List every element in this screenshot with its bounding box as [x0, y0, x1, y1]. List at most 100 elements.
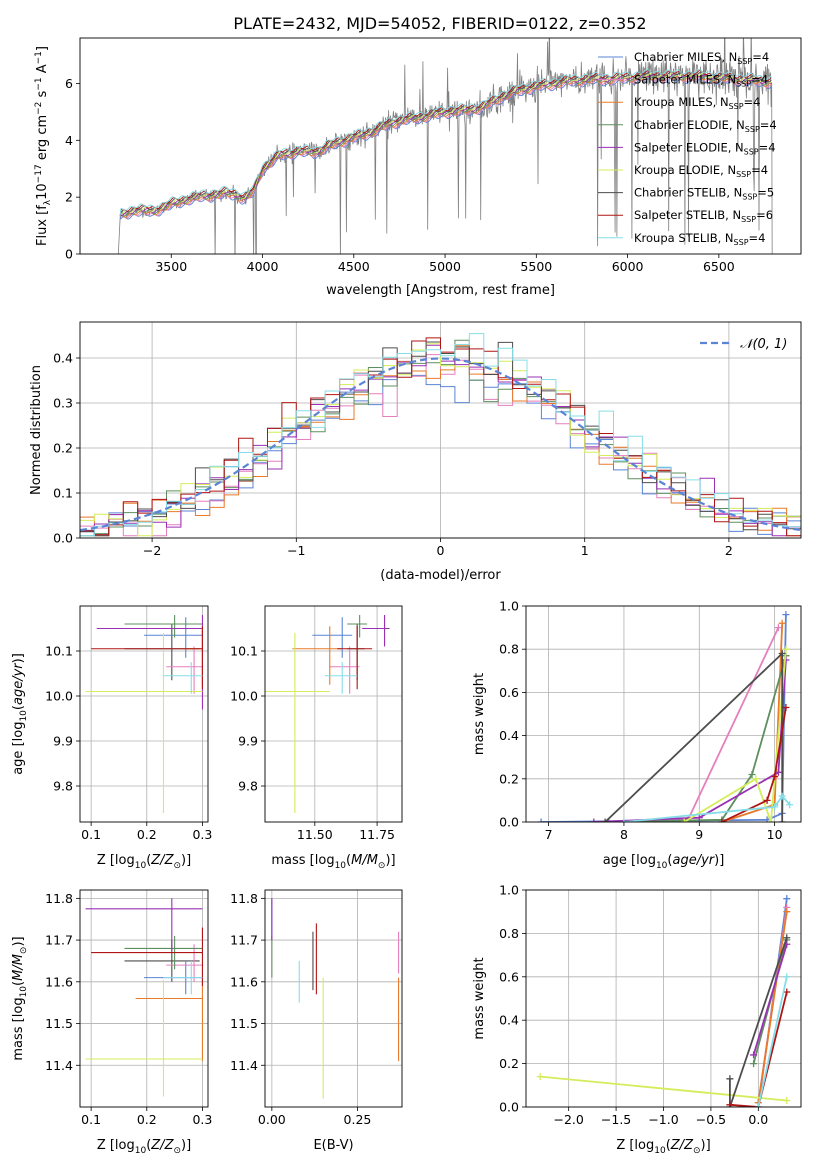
legend-subscript: SSP — [729, 102, 744, 111]
y-tick-label: 11.7 — [45, 933, 73, 948]
legend-text: Kroupa MILES, N — [634, 95, 729, 109]
label-part: )] — [11, 653, 26, 663]
y-tick-label: 10.1 — [230, 644, 258, 659]
weight-marker — [590, 818, 598, 822]
label-part: 10 — [135, 861, 147, 871]
x-tick-label: −1 — [287, 543, 305, 558]
axes-frame — [79, 605, 209, 823]
x-tick-label: 5000 — [429, 259, 461, 274]
y-tick-label: 0.8 — [499, 926, 519, 941]
y-tick-label: 9.9 — [238, 734, 258, 749]
label-part: ( — [346, 853, 351, 868]
legend-text: =4 — [759, 140, 776, 154]
label-part: )] — [11, 936, 26, 946]
weight-marker — [783, 895, 791, 903]
label-part: 10 — [35, 183, 50, 200]
normal-reference-curve — [80, 357, 801, 532]
label-part: ( — [146, 853, 151, 868]
label-part: age [log — [11, 722, 26, 775]
axes-frame — [79, 321, 802, 539]
legend-entry: Kroupa ELODIE, NSSP=4 — [634, 163, 768, 179]
weight-marker — [726, 1101, 734, 1107]
y-tick-label: 11.6 — [230, 974, 258, 989]
x-tick-label: −0.5 — [696, 1112, 726, 1127]
weight-marker — [726, 1075, 734, 1083]
y-tick-label: 0.3 — [53, 396, 73, 411]
weight-marker — [536, 1073, 544, 1081]
legend-subscript: SSP — [736, 80, 751, 89]
x-tick-label: 9 — [695, 827, 703, 842]
axes-frame — [264, 605, 403, 823]
weight-line — [729, 991, 788, 1107]
plot-area — [536, 895, 791, 1107]
x-axis-label: Z [log10(Z/Z⊙)] — [616, 1138, 710, 1156]
x-tick-label: −1.0 — [648, 1112, 678, 1127]
weight-line — [729, 937, 788, 1107]
x-tick-label: 4500 — [338, 259, 370, 274]
legend-entry: Chabrier MILES, NSSP=4 — [634, 50, 769, 66]
y-tick-label: 11.4 — [45, 1058, 73, 1073]
weight-line — [752, 944, 788, 1056]
y-tick-label: 0.6 — [499, 685, 519, 700]
legend-text: =4 — [760, 118, 777, 132]
label-part: ( — [667, 853, 672, 868]
x-tick-label: 6500 — [703, 259, 735, 274]
label-part: )] — [701, 1138, 711, 1153]
label-part: ⊙ — [693, 1146, 701, 1156]
label-part: ] — [35, 46, 50, 51]
x-axis-label: mass [log10(M/M⊙)] — [271, 853, 395, 871]
weight-marker — [783, 934, 791, 942]
legend-entry: Kroupa MILES, NSSP=4 — [634, 95, 760, 111]
legend-text: =4 — [751, 73, 768, 87]
age-vs-mass-panel: 11.50 11.75 9.8 9.9 10.0 10.1 mass [log10(M/M⊙… — [230, 605, 403, 871]
legend-entry: Salpeter ELODIE, NSSP=4 — [634, 140, 776, 156]
weight-marker — [771, 773, 779, 781]
weight-marker — [783, 908, 791, 916]
x-tick-label: −2 — [143, 543, 161, 558]
weight-marker — [771, 803, 779, 811]
x-tick-label: 0.2 — [137, 827, 157, 842]
y-axis-label: mass weight — [472, 673, 487, 755]
label-part: mass [log — [11, 997, 26, 1060]
legend-subscript: SSP — [736, 170, 751, 179]
label-part: )] — [385, 853, 395, 868]
label-part: erg cm — [35, 115, 50, 164]
y-tick-label: 0.4 — [499, 1013, 519, 1028]
weight-marker — [748, 770, 756, 778]
legend-text: Kroupa STELIB, N — [634, 231, 734, 245]
weight-marker — [601, 818, 609, 822]
y-tick-label: 0 — [65, 247, 73, 262]
label-part: A — [35, 64, 50, 77]
label-part: age/yr — [672, 853, 715, 868]
weight-marker — [718, 818, 726, 822]
model-spectrum-line — [119, 68, 772, 216]
plot-area — [265, 615, 390, 813]
label-part: ( — [146, 1138, 151, 1153]
x-axis-label: Z [log10(Z/Z⊙)] — [97, 853, 191, 871]
weight-marker — [782, 704, 790, 712]
model-spectrum-line — [119, 74, 772, 217]
label-part: ⊙ — [173, 1146, 181, 1156]
mass-vs-ebv-panel: 0.00 0.25 11.4 11.5 11.6 11.7 11.8 E(B-V) — [230, 889, 403, 1153]
weight-line — [721, 707, 787, 822]
axes-frame — [79, 37, 802, 255]
weight-line — [757, 976, 788, 1107]
label-part: 10 — [654, 1146, 666, 1156]
label-part: )] — [714, 853, 724, 868]
y-tick-label: 9.9 — [53, 734, 73, 749]
y-tick-label: 0.1 — [53, 486, 73, 501]
residual-histogram — [80, 333, 801, 537]
x-tick-label: 0.3 — [192, 1112, 212, 1127]
y-tick-label: 0.2 — [499, 771, 519, 786]
axes-frame — [79, 889, 209, 1108]
label-part: ⊙ — [19, 947, 29, 955]
x-tick-label: 0.1 — [81, 1112, 101, 1127]
legend-text: =6 — [756, 208, 773, 222]
y-axis-label: Normed distribution — [29, 365, 44, 495]
y-tick-label: 6 — [65, 76, 73, 91]
weight-line — [604, 651, 784, 822]
legend-entry: Salpeter MILES, NSSP=4 — [634, 73, 768, 89]
label-part: −1 — [34, 51, 44, 64]
x-tick-label: 5500 — [520, 259, 552, 274]
